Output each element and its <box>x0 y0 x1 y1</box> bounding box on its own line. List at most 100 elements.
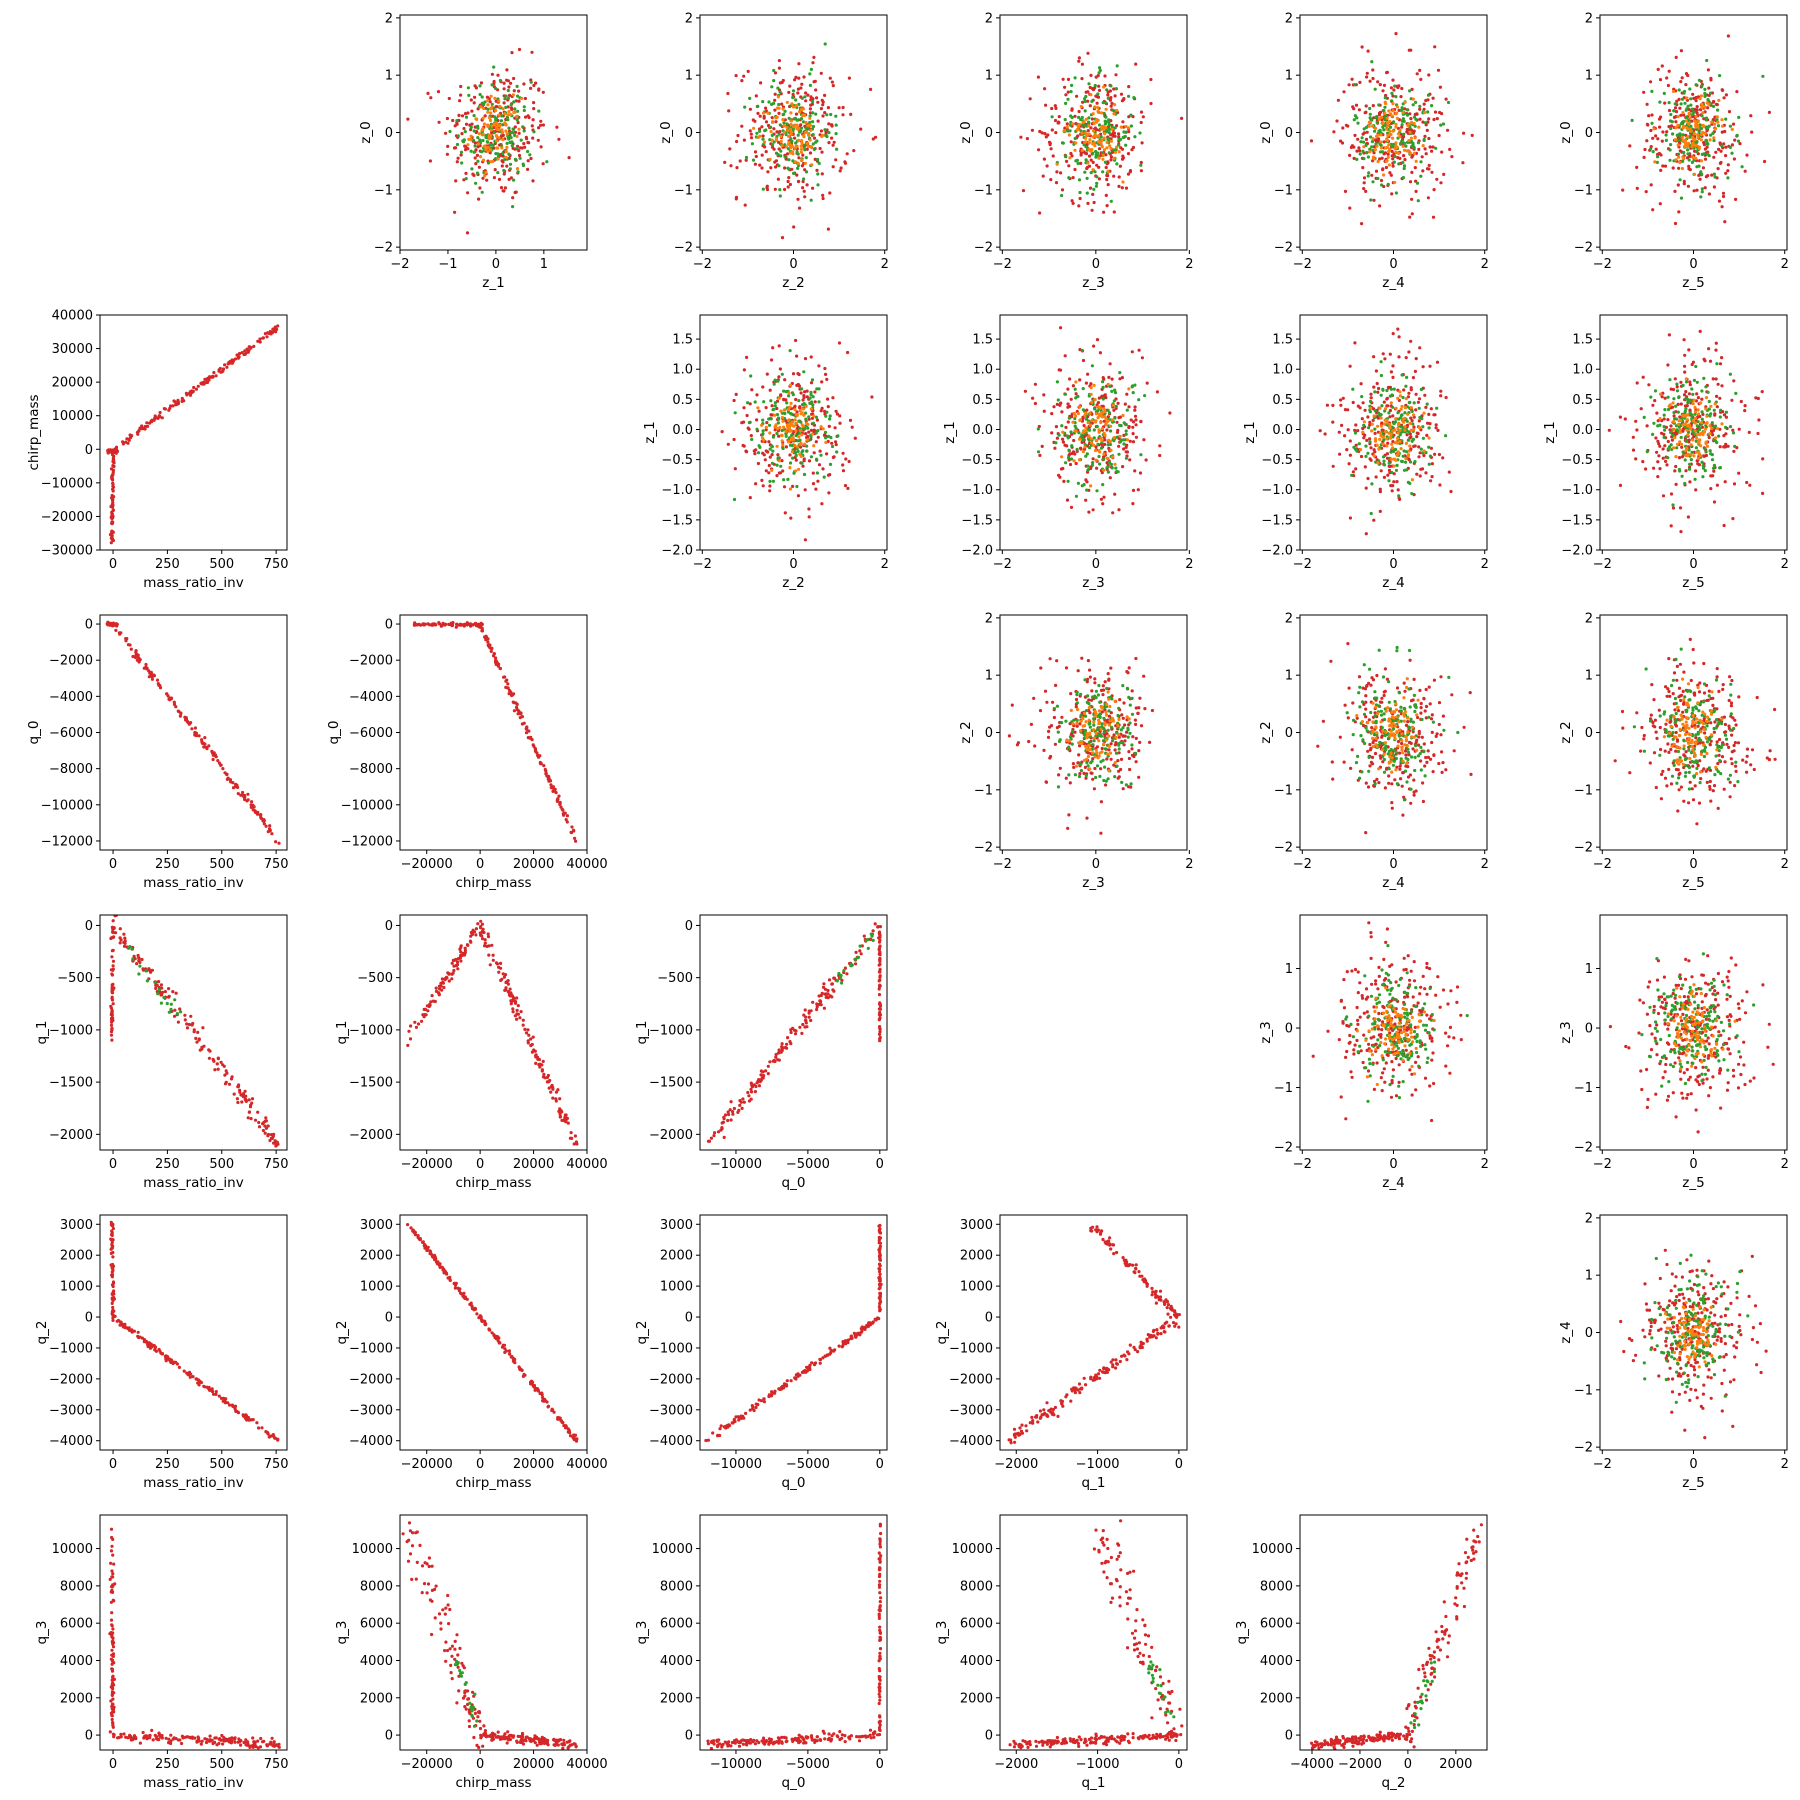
scatter-point <box>474 181 478 185</box>
scatter-point <box>1722 445 1726 449</box>
scatter-point <box>1375 120 1379 124</box>
scatter-point <box>1436 68 1441 72</box>
scatter-point <box>1681 450 1685 454</box>
scatter-point <box>788 349 792 353</box>
scatter-point <box>1102 85 1106 89</box>
scatter-point <box>1339 139 1343 143</box>
scatter-point <box>1699 127 1703 131</box>
scatter-point <box>797 435 801 439</box>
scatter-point <box>1130 384 1135 388</box>
scatter-point <box>1072 438 1076 443</box>
scatter-point <box>1410 409 1414 413</box>
scatter-point <box>767 440 771 444</box>
scatter-point <box>1381 168 1385 172</box>
scatter-point <box>789 401 793 405</box>
scatter-point <box>1080 62 1084 66</box>
scatter-point <box>1371 68 1375 72</box>
scatter-point <box>1653 399 1657 403</box>
scatter-point <box>1122 97 1126 101</box>
scatter-point <box>1410 197 1414 201</box>
scatter-point <box>121 442 125 446</box>
scatter-point <box>1718 141 1722 145</box>
scatter-point <box>1060 188 1065 192</box>
scatter-point <box>742 368 747 372</box>
scatter-point <box>734 197 738 201</box>
scatter-point <box>1666 418 1670 422</box>
scatter-point <box>1623 417 1627 421</box>
scatter-point <box>770 404 774 408</box>
scatter-point <box>1423 134 1427 138</box>
scatter-point <box>1074 392 1078 396</box>
scatter-point <box>1394 468 1399 472</box>
scatter-point <box>1419 77 1423 81</box>
scatter-point <box>1368 116 1372 120</box>
scatter-point <box>850 425 854 429</box>
scatter-point <box>511 178 516 182</box>
scatter-point <box>272 329 276 333</box>
scatter-point <box>1709 429 1714 433</box>
scatter-point <box>1677 97 1681 101</box>
scatter-point <box>1354 443 1358 447</box>
scatter-point <box>1105 204 1109 208</box>
scatter-point <box>1092 200 1096 205</box>
scatter-point <box>1054 181 1059 185</box>
scatter-point <box>1397 108 1401 112</box>
scatter-point <box>1430 104 1434 108</box>
scatter-point <box>111 503 115 507</box>
scatter-point <box>779 464 783 468</box>
scatter-point <box>1442 172 1446 176</box>
x-tick-label: −2 <box>693 257 712 272</box>
scatter-point <box>1084 136 1088 140</box>
scatter-point <box>1119 125 1123 129</box>
scatter-point <box>1121 154 1125 158</box>
scatter-point <box>1641 460 1645 464</box>
scatter-point <box>1385 388 1389 393</box>
scatter-point <box>1112 399 1116 403</box>
scatter-point <box>1408 89 1412 93</box>
scatter-point <box>1044 135 1048 139</box>
scatter-point <box>110 495 115 499</box>
scatter-point <box>765 421 769 425</box>
scatter-point <box>1366 155 1370 159</box>
scatter-point <box>1403 416 1407 420</box>
scatter-point <box>1373 409 1377 413</box>
scatter-point <box>491 143 495 147</box>
scatter-point <box>180 399 184 403</box>
scatter-point <box>1358 152 1362 156</box>
scatter-point <box>1114 73 1118 77</box>
scatter-point <box>526 167 530 171</box>
scatter-point <box>1389 112 1393 116</box>
scatter-point <box>523 115 528 119</box>
scatter-point <box>1397 494 1401 498</box>
scatter-point <box>1677 210 1681 214</box>
scatter-point <box>1686 152 1690 156</box>
scatter-point <box>1105 456 1109 460</box>
scatter-point <box>537 109 541 113</box>
scatter-point <box>1101 502 1105 506</box>
scatter-point <box>1359 140 1363 144</box>
scatter-point <box>1714 341 1718 345</box>
scatter-point <box>1726 163 1730 167</box>
scatter-point <box>1089 93 1093 97</box>
scatter-point <box>1090 364 1094 368</box>
scatter-point <box>785 122 789 126</box>
scatter-point <box>1378 431 1382 435</box>
scatter-point <box>1717 98 1721 102</box>
scatter-point <box>515 146 519 150</box>
scatter-point <box>791 152 795 156</box>
scatter-point <box>807 507 811 511</box>
scatter-point <box>511 127 516 131</box>
scatter-point <box>1098 413 1102 417</box>
scatter-point <box>796 197 800 201</box>
scatter-point <box>1103 433 1107 437</box>
scatter-point <box>110 521 114 525</box>
scatter-point <box>778 194 782 198</box>
scatter-point <box>1106 443 1110 447</box>
scatter-point <box>813 400 817 404</box>
scatter-point <box>1066 97 1070 101</box>
scatter-point <box>1402 164 1407 168</box>
scatter-point <box>1673 189 1677 193</box>
scatter-point <box>1621 188 1625 192</box>
scatter-point <box>1660 64 1664 68</box>
scatter-point <box>815 387 819 391</box>
